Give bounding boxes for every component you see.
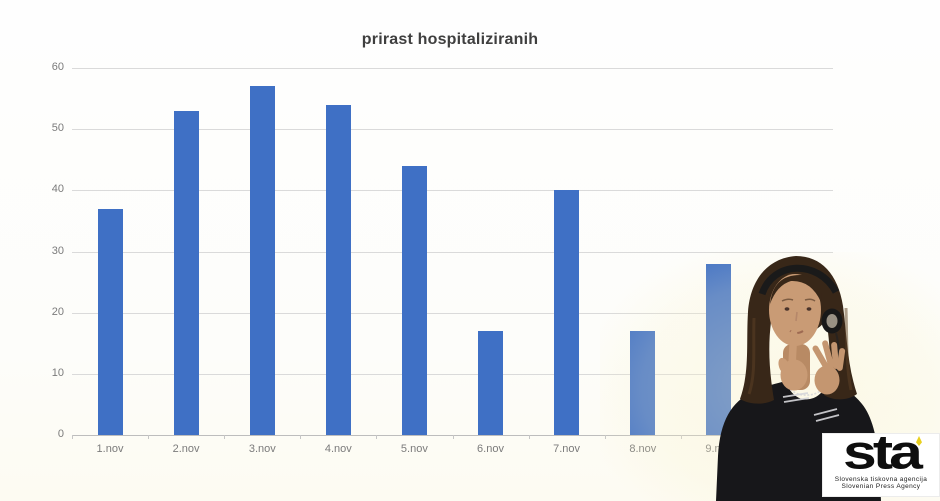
y-tick-label: 20 (51, 305, 64, 318)
bar (478, 331, 503, 435)
gridline (72, 190, 833, 192)
x-tick-label: 6.nov (477, 443, 504, 455)
interpreter-nose (795, 311, 798, 322)
axis-tick-mark (452, 435, 454, 439)
y-tick-label: 60 (51, 61, 64, 73)
bar (630, 331, 656, 435)
axis-tick-mark (528, 435, 530, 439)
sta-tagline-sl: Slovenska tiskovna agencija (834, 476, 928, 483)
y-tick-label: 30 (51, 244, 64, 257)
sta-logo: sta Slovenska tiskovna agencija Slovenia… (822, 427, 940, 497)
axis-tick-mark (300, 435, 302, 439)
axis-tick-mark (224, 435, 226, 439)
interpreter-hair-highlight (844, 307, 853, 391)
x-tick-label: 7.nov (553, 443, 581, 455)
interpreter-eye (784, 307, 790, 311)
interpreter-eye (806, 307, 812, 311)
sta-wordmark: sta (843, 424, 923, 479)
interpreter-hair-highlight (747, 317, 756, 395)
axis-tick-mark (148, 435, 150, 439)
y-tick-label: 0 (57, 428, 64, 440)
x-tick-label: 1.nov (96, 443, 124, 455)
x-tick-label: 5.nov (400, 443, 428, 455)
axis-tick-mark (72, 435, 73, 439)
interpreter-face (769, 274, 821, 346)
interpreter-brow (804, 298, 816, 302)
y-tick-label: 40 (51, 183, 64, 196)
gridline (72, 129, 833, 131)
interpreter-pointing-hand (778, 330, 808, 391)
axis-tick-mark (680, 435, 682, 439)
x-tick-label: 4.nov (324, 443, 352, 455)
axis-tick-mark (604, 435, 606, 439)
y-tick-label: 50 (51, 122, 64, 135)
sta-tagline-en: Slovenian Press Agency (841, 483, 921, 490)
bar (97, 208, 123, 435)
gridline (72, 251, 833, 253)
x-tick-label: 2.nov (172, 443, 200, 455)
axis-tick-mark (376, 435, 378, 439)
bar (325, 104, 351, 435)
bar (401, 165, 427, 435)
x-tick-label: 8.nov (629, 443, 657, 455)
interpreter-open-hand (812, 340, 846, 395)
interpreter-brow (781, 298, 794, 302)
chart-title: prirast hospitaliziranih (361, 31, 539, 48)
gridline (72, 373, 833, 375)
x-tick-label: 3.nov (248, 443, 276, 455)
bar (706, 263, 732, 435)
interpreter-cuff-stripes (782, 392, 840, 422)
y-tick-label: 10 (51, 366, 64, 379)
sta-flame-icon (916, 436, 922, 446)
headphones-earpad-icon (826, 314, 838, 328)
bar (173, 110, 199, 435)
bar (554, 190, 580, 435)
bar (249, 86, 275, 435)
headphones-band-icon (758, 264, 840, 296)
gridline (72, 68, 833, 69)
gridline (72, 312, 833, 314)
interpreter-fringe (770, 274, 822, 304)
